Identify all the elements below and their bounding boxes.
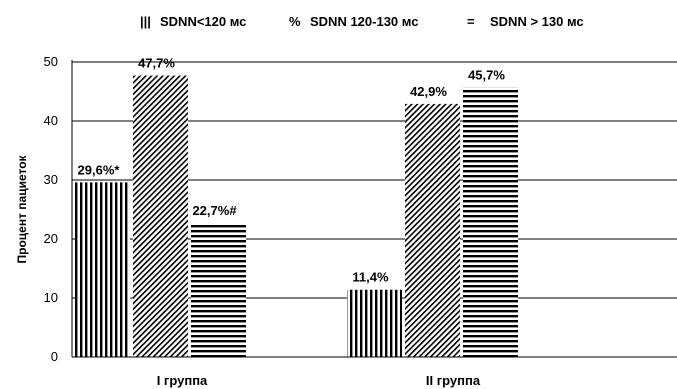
legend-entry: SDNN > 130 мс bbox=[490, 14, 584, 29]
x-category-label: II группа bbox=[426, 373, 481, 388]
data-label: 42,9% bbox=[410, 84, 447, 99]
bar-sdnn-130-2 bbox=[463, 87, 518, 358]
y-tick-label: 50 bbox=[44, 54, 58, 69]
legend-entry: SDNN 120-130 мс bbox=[310, 14, 418, 29]
y-axis-title: Процент пациеток bbox=[15, 154, 29, 263]
data-label: 47,7% bbox=[138, 56, 175, 71]
legend-marker-vertical: ||| bbox=[140, 14, 151, 29]
y-tick-label: 40 bbox=[44, 113, 58, 128]
bars bbox=[75, 75, 518, 358]
legend-marker-diagonal: % bbox=[289, 14, 301, 29]
y-tick-label: 0 bbox=[51, 349, 58, 364]
bar-sdnn-120-2 bbox=[347, 289, 402, 357]
data-label: 45,7% bbox=[468, 67, 505, 82]
legend-entry: SDNN<120 мс bbox=[160, 14, 246, 29]
bar-sdnn-120-130-1 bbox=[133, 75, 188, 357]
y-tick-label: 10 bbox=[44, 290, 58, 305]
data-labels: 29,6%* 11,4% 47,7% 42,9% 22,7%# 45,7% bbox=[78, 56, 506, 285]
bar-sdnn-120-1 bbox=[75, 182, 130, 357]
bar-sdnn-120-130-2 bbox=[405, 103, 460, 357]
data-label: 29,6%* bbox=[78, 162, 121, 177]
legend-marker-horizontal: = bbox=[467, 14, 475, 29]
legend: ||| SDNN<120 мс% SDNN 120-130 мс = SDNN > 13… bbox=[140, 14, 584, 29]
data-label: 22,7%# bbox=[192, 203, 237, 218]
bar-sdnn-130-1 bbox=[191, 223, 246, 357]
y-tick-label: 30 bbox=[44, 172, 58, 187]
x-category-label: I группа bbox=[157, 373, 208, 388]
y-tick-label: 20 bbox=[44, 231, 58, 246]
data-label: 11,4% bbox=[352, 270, 389, 285]
axes: 0 10 20 30 40 50 Процент пациеток I группа II гр… bbox=[15, 54, 677, 388]
